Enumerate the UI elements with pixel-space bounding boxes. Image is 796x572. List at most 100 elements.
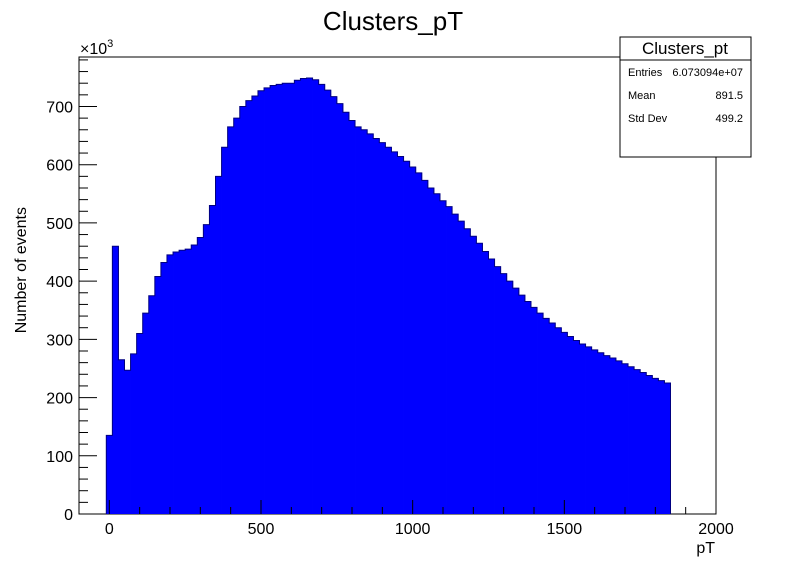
histogram-bin xyxy=(470,236,477,514)
histogram-bin xyxy=(154,276,162,514)
histogram-bin xyxy=(166,254,174,514)
chart-title: Clusters_pT xyxy=(323,6,463,36)
histogram-bin xyxy=(130,353,138,514)
histogram-bin xyxy=(488,259,495,514)
histogram-bars xyxy=(106,77,671,515)
histogram-bin xyxy=(415,172,423,514)
histogram-bin xyxy=(573,340,580,514)
histogram-bin xyxy=(555,327,562,514)
y-axis-label: Number of events xyxy=(13,207,30,333)
histogram-bin xyxy=(361,129,368,515)
histogram-bin xyxy=(537,313,544,514)
histogram-bin xyxy=(397,156,404,514)
histogram-bin xyxy=(658,380,665,514)
histogram-bin xyxy=(355,126,362,515)
histogram-bin xyxy=(591,349,599,514)
histogram-bin xyxy=(385,147,392,515)
histogram-bin xyxy=(233,118,241,515)
histogram-bin xyxy=(239,106,247,515)
histogram-bin xyxy=(136,333,144,514)
histogram-bin xyxy=(615,360,623,514)
histogram-bin xyxy=(373,138,380,515)
histogram-bin xyxy=(433,193,441,515)
histogram-bin xyxy=(446,206,453,514)
y-tick-label: 300 xyxy=(46,332,73,349)
histogram-bin xyxy=(318,84,326,514)
histogram-bin xyxy=(494,266,502,514)
histogram-bin xyxy=(179,250,186,514)
x-tick-label: 2000 xyxy=(698,521,734,538)
histogram-bin xyxy=(500,273,508,514)
y-tick-label: 100 xyxy=(46,449,73,466)
histogram-bin xyxy=(173,252,180,514)
histogram-bin xyxy=(646,375,653,514)
histogram-bin xyxy=(294,80,301,514)
histogram-bin xyxy=(118,359,125,514)
histogram-bin xyxy=(288,83,295,514)
stats-mean-label: Mean xyxy=(628,90,656,102)
histogram-bin xyxy=(227,126,235,515)
y-tick-label: 400 xyxy=(46,274,73,291)
histogram-bin xyxy=(379,142,386,514)
histogram-bin xyxy=(506,281,514,514)
x-tick-label: 1000 xyxy=(395,521,431,538)
stats-stddev-label: Std Dev xyxy=(628,113,668,125)
stats-box: Clusters_pt Entries 6.073094e+07 Mean 89… xyxy=(619,36,752,158)
histogram-bin xyxy=(160,262,168,514)
histogram-bin xyxy=(628,366,635,514)
stats-box-title: Clusters_pt xyxy=(642,39,728,58)
histogram-bin xyxy=(300,78,307,514)
histogram-bin xyxy=(621,363,629,514)
histogram-bin xyxy=(597,352,605,514)
x-tick-label: 500 xyxy=(248,521,275,538)
histogram-bin xyxy=(367,133,374,514)
histogram-bin xyxy=(324,90,332,514)
histogram-bin xyxy=(585,346,593,514)
y-tick-label: 200 xyxy=(46,391,73,408)
histogram-outline xyxy=(105,77,671,514)
histogram-bin xyxy=(148,295,156,514)
x-tick-label: 1500 xyxy=(547,521,583,538)
histogram-bin xyxy=(209,205,216,515)
histogram-bin xyxy=(342,112,350,515)
histogram-bin xyxy=(251,96,259,514)
histogram-bin xyxy=(549,323,556,514)
histogram-bin xyxy=(518,295,526,514)
histogram-bin xyxy=(561,332,568,514)
histogram-bin xyxy=(439,200,447,514)
y-tick-label: 700 xyxy=(46,99,73,116)
histogram-bin xyxy=(664,383,671,514)
histogram-bin xyxy=(142,313,150,514)
stats-box-frame xyxy=(619,36,752,158)
y-tick-label: 500 xyxy=(46,216,73,233)
histogram-bin xyxy=(579,344,586,514)
histogram-bin xyxy=(482,251,489,515)
stats-entries-label: Entries xyxy=(628,67,663,79)
histogram-bin xyxy=(634,369,641,514)
histogram-bin xyxy=(524,301,532,514)
histogram-bin xyxy=(458,221,465,514)
y-tick-label: 0 xyxy=(64,507,73,524)
histogram-bin xyxy=(312,79,320,514)
histogram-bin xyxy=(409,167,417,514)
histogram-bin xyxy=(391,151,398,514)
histogram-bin xyxy=(609,357,617,514)
x-axis-label: pT xyxy=(696,540,715,557)
stats-mean-value: 891.5 xyxy=(715,90,743,102)
histogram-bin xyxy=(330,96,338,515)
histogram-bin xyxy=(264,87,271,515)
histogram-bin xyxy=(185,249,192,514)
histogram-bin xyxy=(476,243,483,514)
histogram-bin xyxy=(348,120,356,514)
histogram-bin xyxy=(403,161,411,514)
histogram-bin xyxy=(124,370,131,514)
histogram-bin xyxy=(270,85,277,514)
stats-entries-value: 6.073094e+07 xyxy=(672,67,743,79)
histogram-bin xyxy=(640,372,647,514)
histogram-bin xyxy=(106,435,113,514)
histogram-bin xyxy=(112,246,119,514)
histogram-bin xyxy=(652,378,659,514)
y-multiplier-label: ×103 xyxy=(80,38,113,58)
stats-stddev-value: 499.2 xyxy=(715,113,743,125)
